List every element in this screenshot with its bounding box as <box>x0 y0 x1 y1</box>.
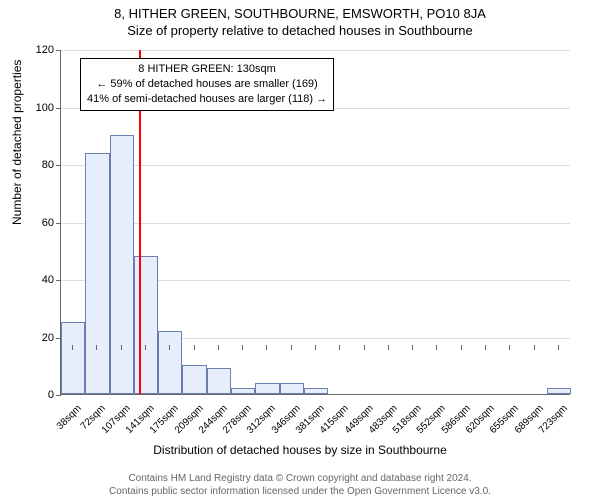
title-subtitle: Size of property relative to detached ho… <box>0 23 600 38</box>
histogram-bar <box>158 331 182 394</box>
histogram-bar <box>207 368 231 394</box>
xtick-mark <box>485 345 486 350</box>
xtick-mark <box>364 345 365 350</box>
annotation-line: 8 HITHER GREEN: 130sqm <box>87 62 327 77</box>
ytick-mark <box>56 108 61 109</box>
xtick-mark <box>291 345 292 350</box>
ytick-label: 120 <box>24 44 54 56</box>
footer-line1: Contains HM Land Registry data © Crown c… <box>0 472 600 485</box>
ytick-label: 100 <box>24 102 54 114</box>
xtick-mark <box>558 345 559 350</box>
histogram-bar <box>255 383 279 395</box>
grid-line <box>61 165 570 166</box>
histogram-bar <box>134 256 158 394</box>
ytick-label: 20 <box>24 332 54 344</box>
y-axis-label: Number of detached properties <box>10 60 24 225</box>
annotation-line: 41% of semi-detached houses are larger (… <box>87 92 327 107</box>
ytick-mark <box>56 50 61 51</box>
xtick-mark <box>266 345 267 350</box>
xtick-mark <box>242 345 243 350</box>
histogram-bar <box>304 388 328 394</box>
xtick-mark <box>121 345 122 350</box>
ytick-label: 80 <box>24 159 54 171</box>
histogram-bar <box>110 135 134 394</box>
xtick-mark <box>194 345 195 350</box>
ytick-label: 40 <box>24 274 54 286</box>
ytick-mark <box>56 223 61 224</box>
histogram-bar <box>182 365 206 394</box>
xtick-mark <box>315 345 316 350</box>
xtick-mark <box>96 345 97 350</box>
footer-attribution: Contains HM Land Registry data © Crown c… <box>0 472 600 498</box>
annotation-line: ← 59% of detached houses are smaller (16… <box>87 77 327 92</box>
xtick-mark <box>72 345 73 350</box>
annotation-box: 8 HITHER GREEN: 130sqm← 59% of detached … <box>80 58 334 111</box>
ytick-mark <box>56 395 61 396</box>
xtick-mark <box>509 345 510 350</box>
xtick-mark <box>145 345 146 350</box>
ytick-mark <box>56 280 61 281</box>
ytick-mark <box>56 165 61 166</box>
chart-titles: 8, HITHER GREEN, SOUTHBOURNE, EMSWORTH, … <box>0 0 600 38</box>
histogram-bar <box>231 388 255 394</box>
xtick-mark <box>436 345 437 350</box>
grid-line <box>61 50 570 51</box>
xtick-mark <box>218 345 219 350</box>
ytick-label: 60 <box>24 217 54 229</box>
histogram-bar <box>61 322 85 394</box>
footer-line2: Contains public sector information licen… <box>0 485 600 498</box>
xtick-mark <box>169 345 170 350</box>
xtick-mark <box>388 345 389 350</box>
histogram-bar <box>85 153 109 395</box>
histogram-bar <box>547 388 571 394</box>
ytick-label: 0 <box>24 389 54 401</box>
xtick-mark <box>534 345 535 350</box>
histogram-bar <box>280 383 304 395</box>
xtick-mark <box>339 345 340 350</box>
x-axis-label: Distribution of detached houses by size … <box>0 443 600 457</box>
xtick-mark <box>461 345 462 350</box>
grid-line <box>61 223 570 224</box>
title-address: 8, HITHER GREEN, SOUTHBOURNE, EMSWORTH, … <box>0 6 600 21</box>
xtick-mark <box>412 345 413 350</box>
